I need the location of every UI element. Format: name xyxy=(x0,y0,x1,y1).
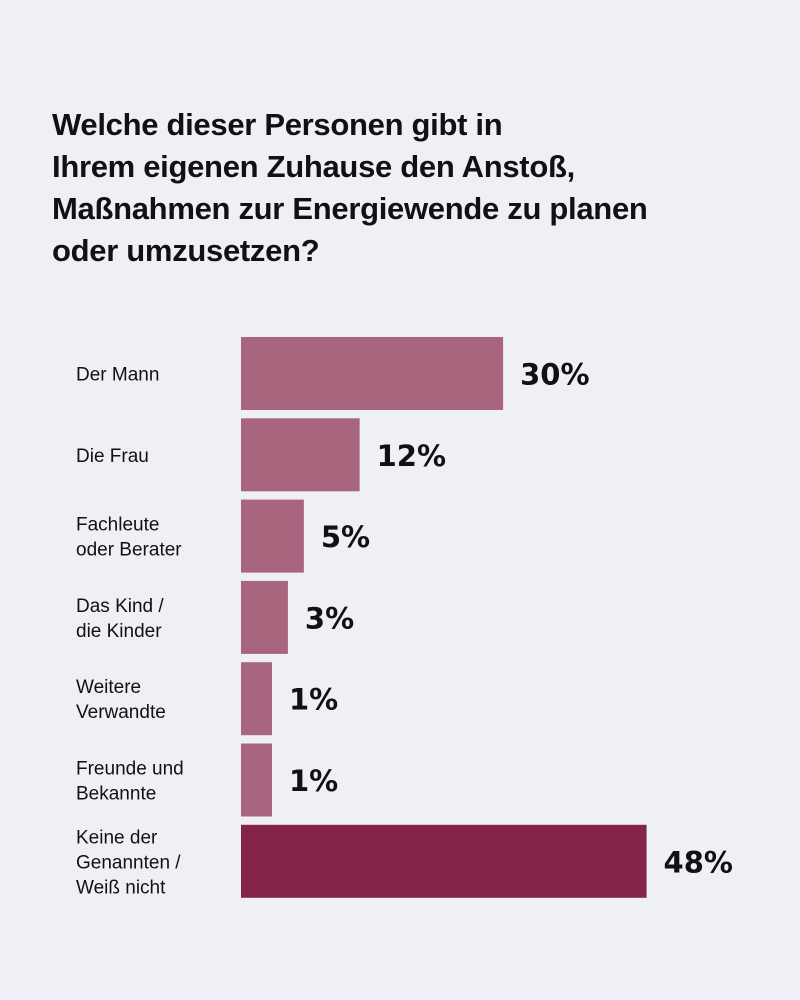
category-label: oder Berater xyxy=(76,540,182,561)
bar xyxy=(241,418,360,492)
bar-row: Das Kind / die Kinder 3% xyxy=(76,580,354,654)
category-label: die Kinder xyxy=(76,621,162,642)
category-label: Keine der xyxy=(76,827,158,848)
value-label: 1% xyxy=(289,764,338,798)
bar xyxy=(241,662,272,736)
bar-row: Der Mann 30% xyxy=(76,337,590,410)
value-label: 48% xyxy=(664,845,733,879)
bar-row: Weitere Verwandte 1% xyxy=(76,662,338,736)
bar-row: Fachleute oder Berater 5% xyxy=(76,499,370,573)
value-label: 12% xyxy=(377,439,446,473)
category-label: Bekannte xyxy=(76,784,156,805)
category-label: Weitere xyxy=(76,677,141,698)
value-label: 30% xyxy=(520,358,589,392)
value-label: 3% xyxy=(305,601,354,635)
bar xyxy=(241,337,504,410)
bar xyxy=(241,824,647,898)
category-label: Die Frau xyxy=(76,446,149,467)
bar-row: Keine der Genannten / Weiß nicht 48% xyxy=(76,824,733,898)
category-label: Der Mann xyxy=(76,365,159,386)
category-label: Verwandte xyxy=(76,702,166,723)
category-label: Das Kind / xyxy=(76,596,164,617)
bar xyxy=(241,499,304,573)
title-line: Maßnahmen zur Energiewende zu planen xyxy=(52,191,648,226)
bar xyxy=(241,743,272,817)
category-label: Weiß nicht xyxy=(76,877,166,898)
bar-row: Die Frau 12% xyxy=(76,418,446,492)
title-line: Welche dieser Personen gibt in xyxy=(52,107,503,142)
value-label: 5% xyxy=(321,520,370,554)
title-line: Ihrem eigenen Zuhause den Anstoß, xyxy=(52,149,575,184)
category-label: Genannten / xyxy=(76,852,181,873)
chart-title: Welche dieser Personen gibt in Ihrem eig… xyxy=(52,104,772,272)
category-label: Freunde und xyxy=(76,759,184,780)
bar-row: Freunde und Bekannte 1% xyxy=(76,743,338,817)
bar xyxy=(241,580,288,654)
category-label: Fachleute xyxy=(76,515,159,536)
value-label: 1% xyxy=(289,683,338,717)
title-line: oder umzusetzen? xyxy=(52,233,320,268)
